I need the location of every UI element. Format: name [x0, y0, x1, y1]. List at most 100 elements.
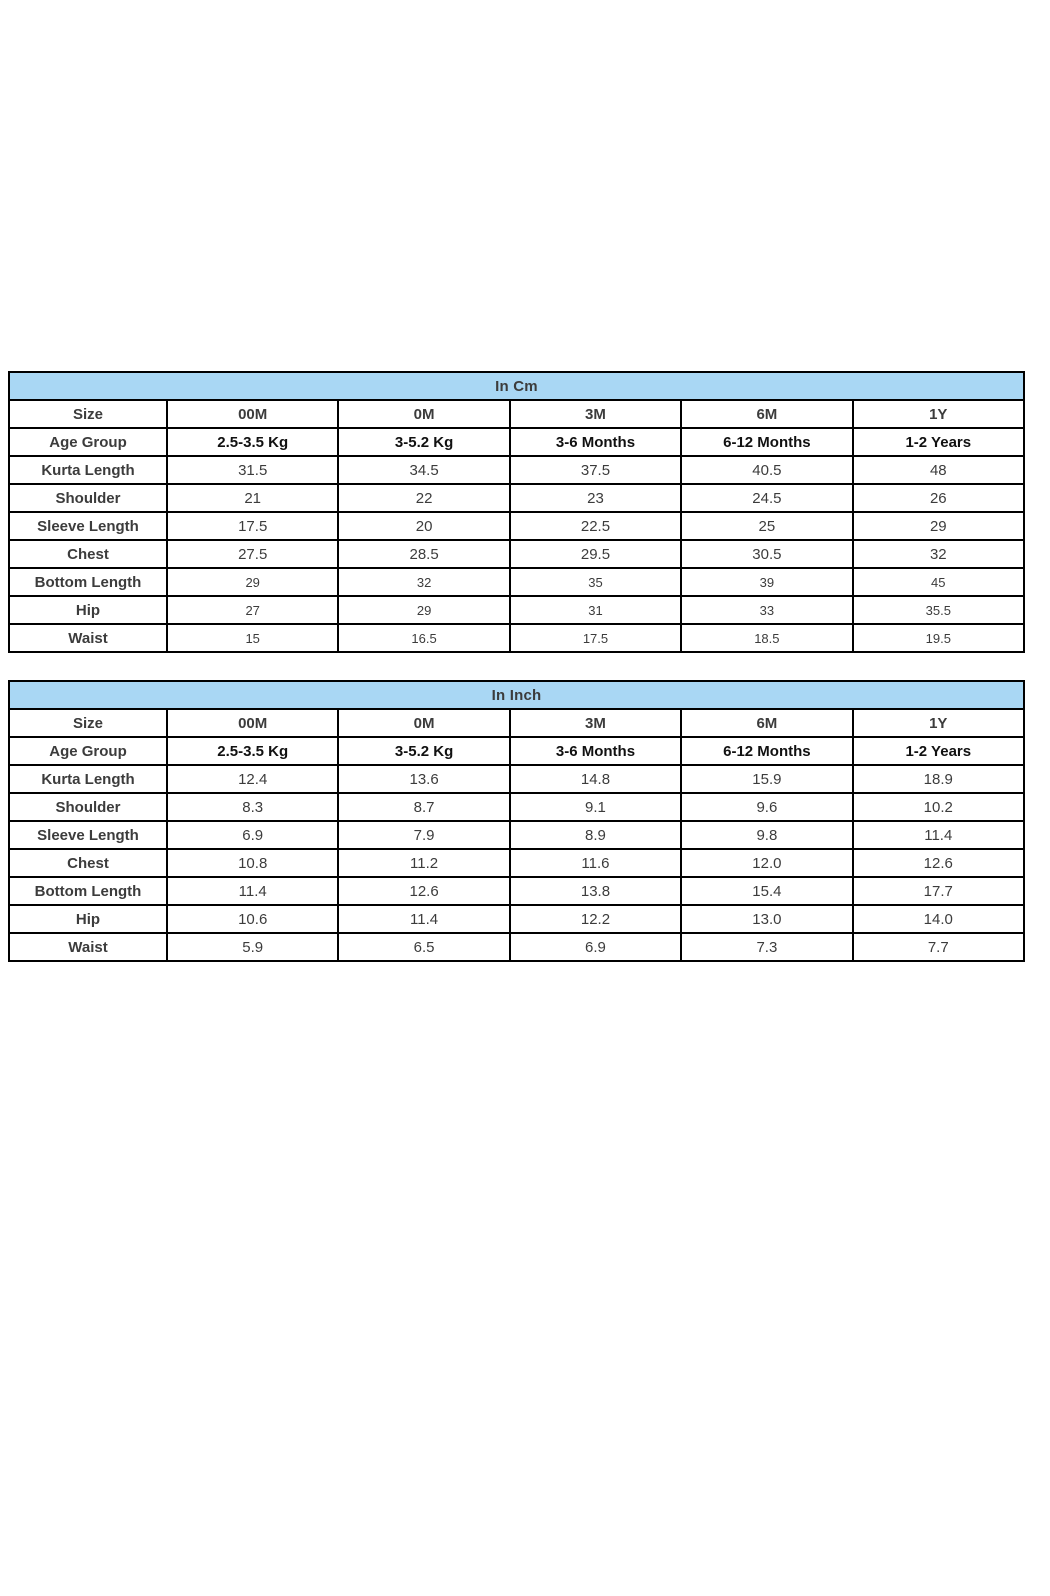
measurement-value: 29 — [337, 595, 511, 625]
measurement-label: Bottom Length — [8, 876, 168, 906]
measurement-value: 45 — [851, 567, 1026, 597]
age-group-value: 1-2 Years — [851, 736, 1026, 766]
measurement-value: 12.2 — [508, 904, 683, 934]
age-group-value: 6-12 Months — [680, 736, 854, 766]
measurement-value: 12.0 — [680, 848, 854, 878]
measurement-value: 35 — [508, 567, 683, 597]
measurement-row: Kurta Length 12.4 13.6 14.8 15.9 18.9 — [8, 764, 1026, 794]
size-header-row: Size 00M 0M 3M 6M 1Y — [8, 708, 1026, 738]
measurement-value: 17.5 — [165, 511, 340, 541]
measurement-row: Bottom Length 11.4 12.6 13.8 15.4 17.7 — [8, 876, 1026, 906]
measurement-value: 29 — [851, 511, 1026, 541]
measurement-value: 35.5 — [851, 595, 1026, 625]
measurement-value: 6.5 — [337, 932, 511, 962]
age-group-value: 3-6 Months — [508, 736, 683, 766]
measurement-label: Shoulder — [8, 792, 168, 822]
measurement-value: 11.4 — [165, 876, 340, 906]
size-column-header: 0M — [337, 708, 511, 738]
measurement-value: 32 — [851, 539, 1026, 569]
measurement-value: 22.5 — [508, 511, 683, 541]
measurement-value: 7.9 — [337, 820, 511, 850]
measurement-value: 27.5 — [165, 539, 340, 569]
age-group-value: 3-5.2 Kg — [337, 736, 511, 766]
measurement-label: Sleeve Length — [8, 820, 168, 850]
measurement-label: Kurta Length — [8, 455, 168, 485]
measurement-value: 8.9 — [508, 820, 683, 850]
measurement-value: 12.4 — [165, 764, 340, 794]
measurement-value: 11.6 — [508, 848, 683, 878]
measurement-value: 26 — [851, 483, 1026, 513]
measurement-value: 18.9 — [851, 764, 1026, 794]
measurement-value: 15 — [165, 623, 340, 653]
age-group-value: 2.5-3.5 Kg — [165, 427, 340, 457]
measurement-value: 5.9 — [165, 932, 340, 962]
measurement-row: Waist 5.9 6.5 6.9 7.3 7.7 — [8, 932, 1026, 962]
measurement-value: 9.8 — [680, 820, 854, 850]
measurement-value: 21 — [165, 483, 340, 513]
measurement-value: 7.7 — [851, 932, 1026, 962]
measurement-label: Waist — [8, 932, 168, 962]
measurement-value: 12.6 — [851, 848, 1026, 878]
measurement-row: Chest 27.5 28.5 29.5 30.5 32 — [8, 539, 1026, 569]
measurement-value: 29 — [165, 567, 340, 597]
measurement-row: Shoulder 8.3 8.7 9.1 9.6 10.2 — [8, 792, 1026, 822]
measurement-row: Chest 10.8 11.2 11.6 12.0 12.6 — [8, 848, 1026, 878]
measurement-value: 13.8 — [508, 876, 683, 906]
size-column-label: Size — [8, 708, 168, 738]
age-group-label: Age Group — [8, 736, 168, 766]
measurement-value: 11.2 — [337, 848, 511, 878]
measurement-row: Sleeve Length 17.5 20 22.5 25 29 — [8, 511, 1026, 541]
measurement-label: Chest — [8, 848, 168, 878]
size-column-header: 1Y — [851, 399, 1026, 429]
size-column-header: 1Y — [851, 708, 1026, 738]
age-group-row: Age Group 2.5-3.5 Kg 3-5.2 Kg 3-6 Months 6-1… — [8, 427, 1026, 457]
size-column-label: Size — [8, 399, 168, 429]
measurement-value: 40.5 — [680, 455, 854, 485]
measurement-value: 17.7 — [851, 876, 1026, 906]
measurement-value: 31 — [508, 595, 683, 625]
measurement-value: 7.3 — [680, 932, 854, 962]
size-chart-table-inch: In Inch Size 00M 0M 3M 6M 1Y Age Group 2.5-3.5 K… — [8, 680, 1026, 962]
measurement-value: 29.5 — [508, 539, 683, 569]
size-column-header: 0M — [337, 399, 511, 429]
measurement-value: 17.5 — [508, 623, 683, 653]
size-chart-table-cm: In Cm Size 00M 0M 3M 6M 1Y Age Group 2.5-3.5 Kg 3… — [8, 371, 1026, 653]
measurement-value: 9.1 — [508, 792, 683, 822]
measurement-value: 39 — [680, 567, 854, 597]
measurement-value: 6.9 — [165, 820, 340, 850]
measurement-value: 48 — [851, 455, 1026, 485]
measurement-label: Hip — [8, 904, 168, 934]
measurement-row: Waist 15 16.5 17.5 18.5 19.5 — [8, 623, 1026, 653]
table-title: In Inch — [8, 680, 1025, 710]
measurement-value: 11.4 — [337, 904, 511, 934]
age-group-row: Age Group 2.5-3.5 Kg 3-5.2 Kg 3-6 Months 6-1… — [8, 736, 1026, 766]
measurement-label: Bottom Length — [8, 567, 168, 597]
measurement-value: 8.3 — [165, 792, 340, 822]
size-column-header: 6M — [680, 708, 854, 738]
measurement-row: Sleeve Length 6.9 7.9 8.9 9.8 11.4 — [8, 820, 1026, 850]
measurement-value: 18.5 — [680, 623, 854, 653]
measurement-value: 23 — [508, 483, 683, 513]
measurement-row: Kurta Length 31.5 34.5 37.5 40.5 48 — [8, 455, 1026, 485]
measurement-value: 8.7 — [337, 792, 511, 822]
measurement-value: 13.0 — [680, 904, 854, 934]
measurement-value: 10.6 — [165, 904, 340, 934]
measurement-label: Sleeve Length — [8, 511, 168, 541]
size-column-header: 3M — [508, 708, 683, 738]
measurement-value: 14.8 — [508, 764, 683, 794]
measurement-value: 20 — [337, 511, 511, 541]
measurement-value: 14.0 — [851, 904, 1026, 934]
age-group-value: 3-6 Months — [508, 427, 683, 457]
measurement-value: 27 — [165, 595, 340, 625]
measurement-value: 12.6 — [337, 876, 511, 906]
measurement-row: Shoulder 21 22 23 24.5 26 — [8, 483, 1026, 513]
size-column-header: 00M — [165, 399, 340, 429]
measurement-value: 22 — [337, 483, 511, 513]
measurement-value: 10.8 — [165, 848, 340, 878]
measurement-label: Kurta Length — [8, 764, 168, 794]
measurement-value: 30.5 — [680, 539, 854, 569]
measurement-value: 34.5 — [337, 455, 511, 485]
table-title-row: In Cm — [8, 371, 1025, 401]
measurement-value: 6.9 — [508, 932, 683, 962]
